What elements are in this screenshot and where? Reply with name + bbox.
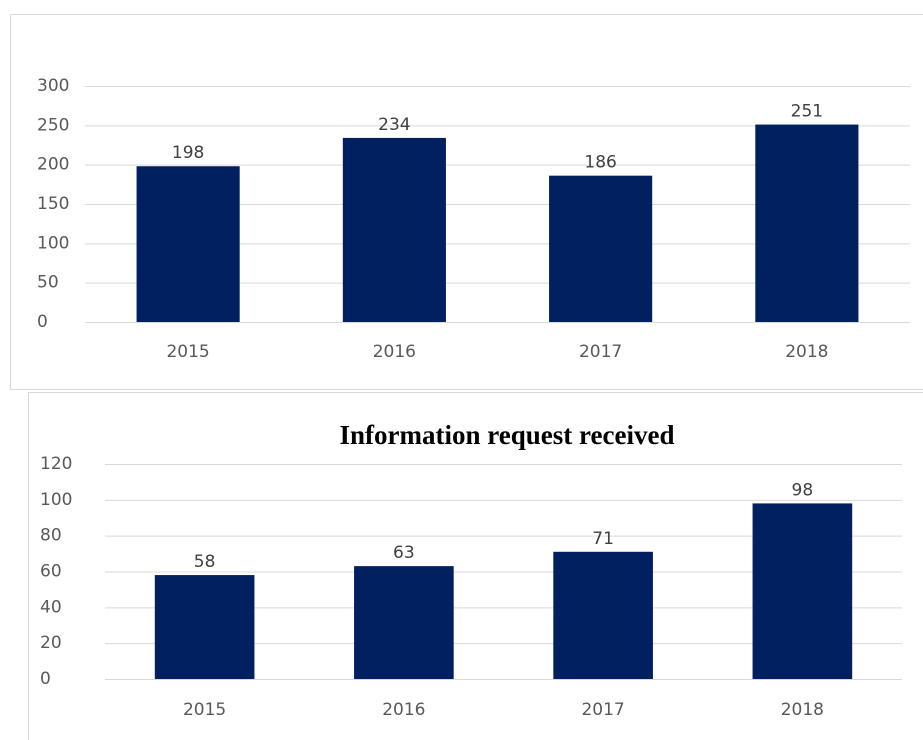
y-tick-label: 120 — [40, 454, 72, 474]
bar — [752, 503, 853, 679]
bar — [755, 124, 859, 323]
title-background — [272, 418, 742, 458]
y-tick-label: 250 — [37, 115, 69, 135]
x-tick-label: 2016 — [373, 342, 416, 362]
data-label: 234 — [378, 115, 410, 135]
x-tick-label: 2016 — [382, 700, 425, 720]
data-label: 58 — [194, 552, 216, 572]
bar — [136, 166, 240, 322]
y-tick-label: 80 — [40, 526, 62, 546]
y-tick-label: 150 — [37, 194, 69, 214]
y-tick-label: 100 — [40, 490, 72, 510]
x-tick-label: 2018 — [785, 342, 828, 362]
x-tick-label: 2015 — [183, 700, 226, 720]
y-tick-label: 200 — [37, 155, 69, 175]
x-tick-label: 2018 — [781, 700, 824, 720]
data-label: 186 — [584, 153, 616, 173]
y-tick-label: 40 — [40, 597, 62, 617]
data-label: 98 — [792, 480, 814, 500]
y-tick-label: 100 — [37, 233, 69, 253]
y-tick-label: 300 — [37, 76, 69, 96]
bar — [553, 551, 653, 679]
bar — [342, 137, 446, 322]
data-label: 198 — [172, 143, 204, 163]
y-tick-label: 0 — [40, 669, 51, 689]
bar — [154, 575, 255, 679]
bar — [354, 566, 454, 679]
data-label: 71 — [592, 529, 614, 549]
chart-title: Information request received — [340, 420, 675, 450]
y-tick-label: 50 — [37, 273, 59, 293]
x-tick-label: 2017 — [581, 700, 624, 720]
y-tick-label: 60 — [40, 562, 62, 582]
y-tick-label: 0 — [37, 312, 48, 332]
x-tick-label: 2017 — [579, 342, 622, 362]
data-label: 63 — [393, 543, 415, 563]
data-label: 251 — [791, 102, 823, 122]
y-tick-label: 20 — [40, 633, 62, 653]
x-tick-label: 2015 — [166, 342, 209, 362]
bar — [549, 175, 653, 322]
